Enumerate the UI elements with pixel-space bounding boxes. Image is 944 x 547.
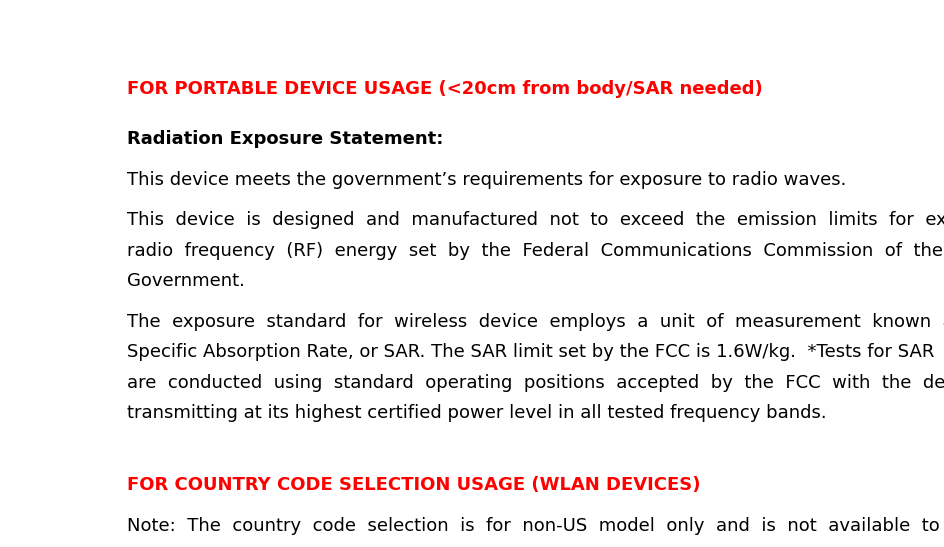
Text: Government.: Government.: [126, 272, 244, 290]
Text: Note:  The  country  code  selection  is  for  non-US  model  only  and  is  not: Note: The country code selection is for …: [126, 517, 944, 535]
Text: Specific Absorption Rate, or SAR. The SAR limit set by the FCC is 1.6W/kg.  *Tes: Specific Absorption Rate, or SAR. The SA…: [126, 343, 935, 361]
Text: Radiation Exposure Statement:: Radiation Exposure Statement:: [126, 130, 443, 148]
Text: are  conducted  using  standard  operating  positions  accepted  by  the  FCC  w: are conducted using standard operating p…: [126, 374, 944, 392]
Text: This  device  is  designed  and  manufactured  not  to  exceed  the  emission  l: This device is designed and manufactured…: [126, 211, 944, 229]
Text: FOR COUNTRY CODE SELECTION USAGE (WLAN DEVICES): FOR COUNTRY CODE SELECTION USAGE (WLAN D…: [126, 476, 700, 494]
Text: The  exposure  standard  for  wireless  device  employs  a  unit  of  measuremen: The exposure standard for wireless devic…: [126, 313, 944, 331]
Text: transmitting at its highest certified power level in all tested frequency bands.: transmitting at its highest certified po…: [126, 404, 826, 422]
Text: This device meets the government’s requirements for exposure to radio waves.: This device meets the government’s requi…: [126, 171, 846, 189]
Text: FOR PORTABLE DEVICE USAGE (<20cm from body/SAR needed): FOR PORTABLE DEVICE USAGE (<20cm from bo…: [126, 80, 763, 98]
Text: radio  frequency  (RF)  energy  set  by  the  Federal  Communications  Commissio: radio frequency (RF) energy set by the F…: [126, 242, 944, 260]
